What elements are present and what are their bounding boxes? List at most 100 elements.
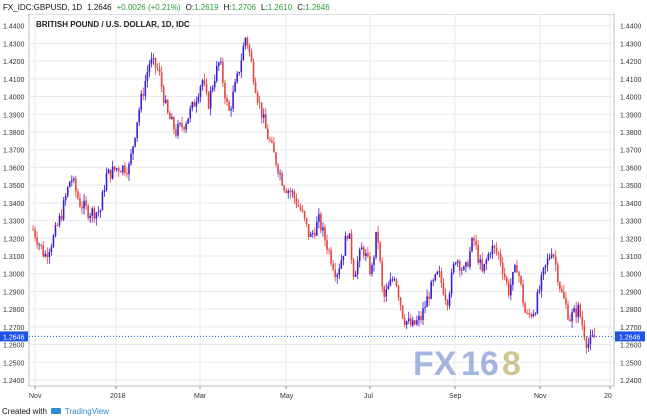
candle-body [565,298,567,305]
candle-body [516,265,518,273]
candle-body [442,282,445,295]
candle-body [587,343,590,348]
y-tick-label-right: 1.2600 [620,343,642,350]
price-chart[interactable]: BRITISH POUND / U.S. DOLLAR, 1D, IDC 1.2… [0,13,647,404]
x-tick-label: Jul [364,393,373,400]
candle-body [569,319,571,322]
candle-body [340,260,343,269]
candle-body [318,213,320,222]
y-tick-label-left: 1.3400 [3,201,25,208]
plot-area [28,13,615,387]
candle-body [420,315,422,321]
last-price-tag-left [0,331,28,342]
vertical-gridlines [34,14,611,386]
candle-body [250,52,253,62]
candle-body [271,140,273,143]
candle-body [589,335,592,344]
candle-body [230,108,232,111]
candle-body [479,259,481,263]
candle-body [573,308,575,313]
candle-body [179,123,181,125]
candle-body [307,223,310,237]
candle-body [77,191,79,199]
candle-body [238,72,241,74]
candle-body [242,46,245,61]
candle-body [209,90,212,109]
candle-body [528,313,530,315]
candle-body [68,181,71,188]
candle-body [483,263,486,272]
y-tick-label-left: 1.3200 [3,236,25,243]
candle-body [224,82,226,99]
y-tick-label-left: 1.3300 [3,219,25,226]
candle-body [548,257,551,259]
y-tick-label-left: 1.2700 [3,325,25,332]
candle-body [556,264,559,283]
tradingview-link[interactable]: TradingView [64,406,109,416]
y-axis-right[interactable]: 1.4400 1.4300 1.4200 1.4100 1.4000 1.3900 1.38… [620,24,642,385]
candle-body [207,92,210,109]
candle-body [81,206,83,209]
y-tick-label-right: 1.4100 [620,77,642,84]
y-tick-label-right: 1.3200 [620,236,642,243]
candle-body [122,165,124,173]
candle-body [418,315,420,321]
y-tick-label-left: 1.4200 [3,59,25,66]
candle-body [377,231,379,243]
candle-body [385,289,388,297]
y-tick-label-right: 1.4000 [620,95,642,102]
y-tick-label-right: 1.3900 [620,112,642,119]
candle-body [463,266,465,270]
last-price: 1.2646 [87,2,112,12]
x-tick-label: Nov [534,393,547,400]
candle-body [452,264,455,273]
candle-body [277,164,279,174]
candle-body [220,61,222,63]
candle-body [297,205,300,207]
chart-title: BRITISH POUND / U.S. DOLLAR, 1D, IDC [36,20,190,29]
candle-body [142,93,145,96]
candle-body [505,277,508,283]
candle-body [561,289,563,292]
candles [32,36,596,354]
x-axis[interactable]: Nov 2018 Mar May Jul Sep Nov 20 [29,386,612,400]
candle-body [134,137,136,147]
candle-body [440,271,443,283]
candle-body [536,291,539,314]
candle-body [148,63,151,73]
candle-body [403,318,406,325]
candle-body [107,169,110,174]
candle-body [379,242,381,262]
high-value: 1.2706 [231,2,257,12]
candle-body [93,208,96,219]
symbol-label[interactable]: FX_IDC:GBPUSD, 1D [3,2,83,12]
candle-body [269,139,271,141]
candle-body [56,225,59,226]
close-label: C: [297,2,306,12]
candle-body [113,166,116,170]
candle-body [493,245,496,248]
candle-body [461,269,463,271]
candle-body [162,87,165,103]
candle-body [316,221,318,236]
candle-body [471,238,473,252]
y-tick-label-right: 1.3400 [620,201,642,208]
y-tick-label-right: 1.4400 [620,24,642,31]
y-tick-label-right: 1.2700 [620,325,642,332]
candle-body [189,108,192,119]
candle-body [563,291,565,299]
y-tick-label-right: 1.3600 [620,165,642,172]
candle-body [344,236,347,256]
candle-body [397,286,400,298]
candle-body [591,335,594,337]
low-label: L: [261,2,268,12]
candle-body [89,215,91,219]
y-tick-label-left: 1.4400 [3,24,25,31]
y-tick-label-left: 1.3800 [3,130,25,137]
candle-body [54,225,57,236]
candle-body [50,246,53,252]
candle-body [126,172,128,175]
y-tick-label-right: 1.3700 [620,148,642,155]
candle-body [275,152,277,165]
candle-body [497,252,500,254]
